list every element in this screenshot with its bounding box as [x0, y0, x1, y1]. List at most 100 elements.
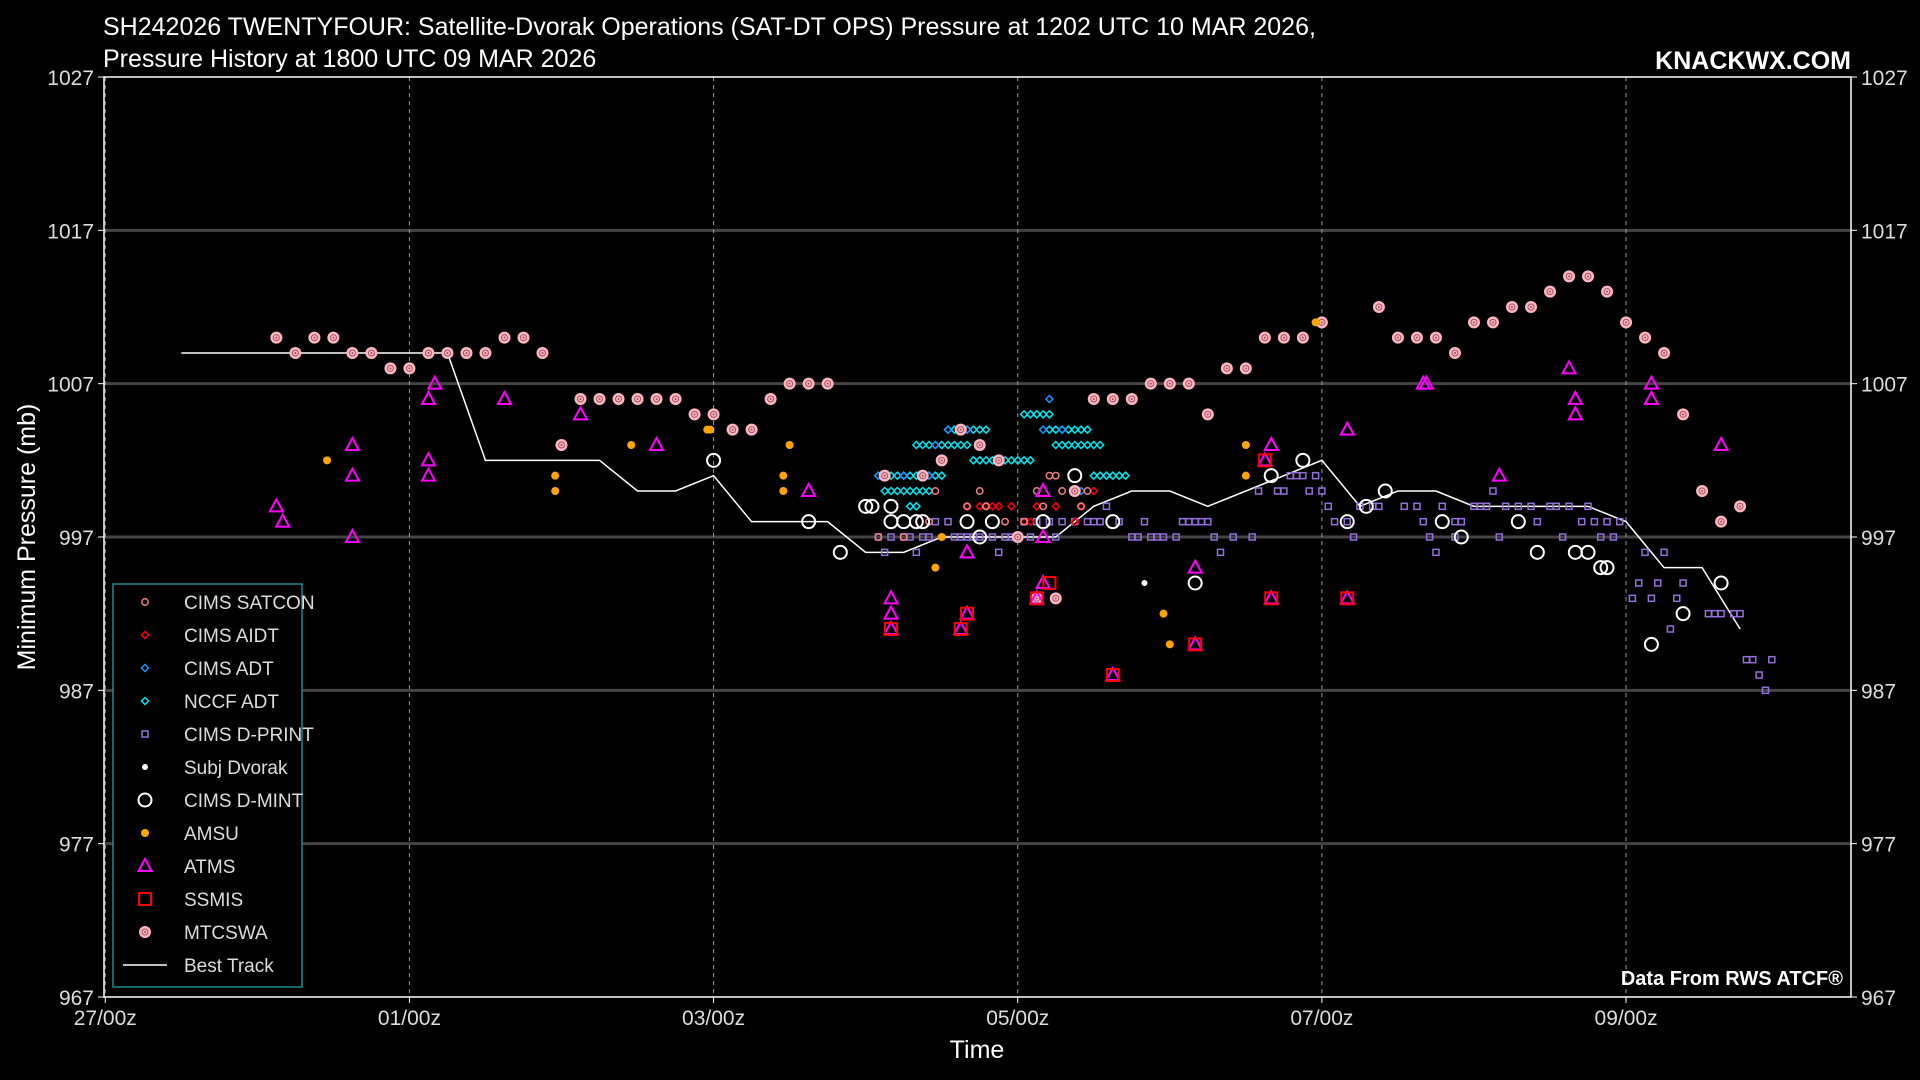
marker-ring — [786, 380, 794, 388]
x-tick-label: 01/00z — [378, 1007, 441, 1030]
nccf-point — [886, 486, 896, 496]
dmint-point — [1295, 452, 1311, 468]
marker-ring — [1090, 395, 1098, 403]
marker-center — [1187, 382, 1190, 385]
dprint-point — [1419, 517, 1428, 526]
mtcswa-point — [1658, 347, 1671, 359]
atms-point — [1339, 420, 1356, 436]
legend-label-amsu: AMSU — [184, 824, 239, 845]
atms-point — [1028, 589, 1045, 605]
x-tick-label: 05/00z — [986, 1007, 1049, 1030]
nccf-point — [1095, 440, 1105, 450]
dprint-point — [1134, 533, 1142, 541]
marker-ring — [1698, 487, 1706, 495]
marker-center — [1472, 321, 1475, 324]
dprint-point — [1653, 579, 1662, 587]
marker-center — [275, 336, 278, 339]
marker-ring — [919, 472, 927, 480]
nccf-point — [1076, 425, 1086, 435]
nccf-point — [1082, 440, 1093, 450]
nccf-point — [1076, 440, 1086, 450]
legend-label-mtcswa: MTCSWA — [184, 923, 268, 944]
y-tick-label-right: 997 — [1861, 527, 1896, 550]
legend-label-dmint: CIMS D-MINT — [184, 791, 304, 812]
dmint-point — [1510, 514, 1526, 530]
marker-ring — [1147, 380, 1155, 388]
marker-center — [1415, 336, 1418, 339]
mtcswa-point — [574, 393, 587, 405]
dprint-point — [1552, 502, 1561, 511]
marker-center — [1587, 275, 1590, 278]
marker-ring — [1736, 502, 1744, 510]
aidt-point — [1051, 501, 1061, 511]
legend-marker-atms — [136, 856, 154, 872]
mtcswa-point — [1258, 331, 1271, 344]
y-tick-label-right: 987 — [1861, 680, 1896, 703]
mtcswa-point — [327, 331, 340, 344]
dprint-point — [1299, 471, 1307, 480]
legend-label-best: Best Track — [184, 956, 274, 977]
marker-center — [560, 444, 563, 446]
mtcswa-point — [1696, 485, 1709, 497]
atms-point — [572, 405, 589, 421]
mtcswa-point — [631, 393, 644, 405]
mtcswa-point — [498, 331, 511, 344]
amsu-point — [931, 563, 940, 572]
ssmis-point — [1029, 591, 1044, 606]
adt-point — [943, 425, 953, 435]
dprint-point — [1717, 609, 1725, 618]
nccf-point — [1114, 471, 1124, 481]
marker-center — [731, 428, 734, 431]
marker-center — [446, 352, 449, 354]
marker-center — [370, 352, 373, 354]
mtcswa-point — [650, 393, 663, 405]
dprint-point — [1349, 533, 1358, 541]
marker-center — [1130, 398, 1133, 400]
dprint-point — [887, 533, 895, 541]
marker-ring — [881, 472, 889, 480]
marker-center — [1244, 367, 1247, 370]
satcon-point — [1045, 471, 1054, 480]
mtcswa-point — [517, 331, 530, 344]
marker-ring — [1052, 594, 1060, 602]
atms-point — [1256, 451, 1274, 467]
marker-ring — [767, 395, 775, 403]
mtcswa-point — [289, 347, 302, 359]
nccf-point — [911, 440, 921, 450]
mtcswa-point — [878, 469, 891, 482]
nccf-point — [1101, 471, 1112, 481]
marker-center — [1625, 321, 1628, 324]
marker-ring — [1622, 318, 1630, 326]
dprint-point — [994, 548, 1003, 557]
ssmis-point — [1042, 576, 1057, 590]
marker-center — [1453, 352, 1456, 354]
mtcswa-point — [1620, 316, 1633, 329]
nccf-point — [918, 440, 928, 450]
dprint-point — [1615, 517, 1624, 526]
nccf-point — [1051, 425, 1061, 435]
marker-ring — [1508, 303, 1516, 311]
mtcswa-point — [726, 423, 739, 436]
dprint-point — [1090, 517, 1098, 526]
dprint-point — [1590, 517, 1599, 526]
satcon-point — [963, 502, 971, 511]
adt-point — [899, 471, 909, 481]
nccf-point — [1089, 440, 1099, 450]
dprint-point — [1305, 487, 1313, 495]
marker-center — [1491, 321, 1494, 324]
mtcswa-point — [1715, 515, 1728, 528]
atms-point — [1034, 527, 1052, 543]
atms-point — [1418, 374, 1435, 390]
mtcswa-point — [802, 377, 815, 390]
chart-title-line2: Pressure History at 1800 UTC 09 MAR 2026 — [103, 45, 596, 73]
marker-center — [978, 444, 981, 446]
nccf-point — [1082, 425, 1093, 435]
legend-marker-mtcswa — [139, 926, 151, 938]
marker-center — [1168, 382, 1171, 385]
ssmis-point — [884, 622, 899, 636]
marker-ring — [1717, 518, 1725, 526]
marker-ring — [386, 364, 394, 372]
ssmis-point — [1257, 453, 1272, 468]
nccf-point — [911, 486, 921, 496]
brand-logo-text: KNACKWX.COM — [1655, 47, 1851, 75]
